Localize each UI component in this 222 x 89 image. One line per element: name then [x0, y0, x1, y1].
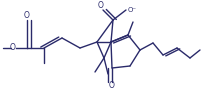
- Text: O: O: [24, 11, 30, 19]
- Text: O: O: [10, 44, 16, 53]
- Text: O⁻: O⁻: [127, 7, 137, 13]
- Text: O: O: [98, 2, 104, 11]
- Text: O: O: [109, 82, 115, 89]
